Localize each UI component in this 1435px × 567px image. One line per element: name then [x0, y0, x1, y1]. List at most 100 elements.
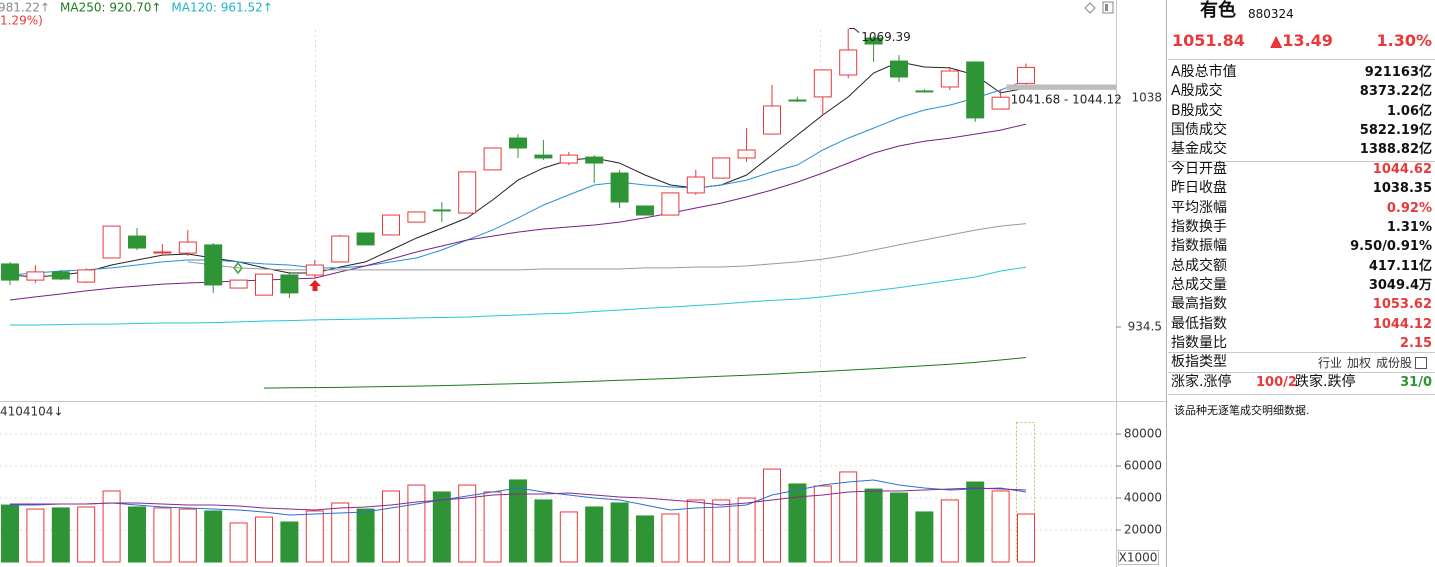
volume-bar: [407, 484, 426, 563]
volume-bar: [305, 510, 324, 563]
row-label: 指数换手: [1171, 218, 1227, 235]
diamond-icon[interactable]: [1084, 2, 1096, 14]
candle-body: [585, 156, 604, 164]
volume-bar: [153, 507, 172, 563]
candle-body: [559, 154, 578, 164]
row-value: 1044.62: [1372, 161, 1432, 177]
volume-bar: [788, 483, 807, 563]
sector-tag: 行业: [1318, 356, 1343, 370]
index-price: 1051.84: [1172, 31, 1245, 50]
candle-body: [432, 209, 451, 212]
ma-line: [187, 223, 1027, 271]
breadth-up-label: 涨家.涨停: [1171, 374, 1232, 390]
volume-bar: [204, 510, 223, 563]
row-value: 1.31%: [1386, 219, 1432, 235]
gap-band: [1006, 84, 1116, 90]
volume-bar: [991, 490, 1010, 563]
unit-label: X1000: [1119, 551, 1158, 565]
candle-body: [534, 154, 553, 159]
volume-bar: [839, 471, 858, 563]
candle-body: [940, 70, 959, 88]
y-tick-label: 1038: [1131, 91, 1162, 105]
row-label: 指数量比: [1171, 335, 1227, 352]
candle-body: [229, 279, 248, 289]
window-icon[interactable]: [1102, 1, 1114, 14]
candle-body: [686, 176, 705, 194]
candle-body: [813, 69, 832, 98]
volume-bar: [966, 481, 985, 563]
row-value: 417.11亿: [1368, 258, 1432, 274]
separator: [1168, 59, 1435, 60]
row-label: 今日开盘: [1171, 160, 1227, 177]
row-label: B股成交: [1171, 102, 1223, 119]
candle-body: [128, 235, 146, 249]
row-value: 9.50/0.91%: [1350, 239, 1432, 255]
sector-tag: 加权: [1347, 356, 1372, 370]
y-tick-label: 40000: [1124, 491, 1162, 505]
candle-body: [991, 96, 1010, 110]
breadth-up: 100/2: [1256, 375, 1297, 390]
candle-body: [1, 263, 19, 281]
row-label: 基金成交: [1171, 141, 1227, 158]
candle-body: [839, 49, 858, 76]
volume-bar: [26, 508, 45, 563]
trade-note: 该品种无逐笔成交明细数据.: [1174, 404, 1310, 417]
ma-line: [10, 266, 1027, 326]
breadth-down-label: 跌家.跌停: [1295, 374, 1356, 390]
row-value: 2.15: [1399, 336, 1432, 352]
separator: [1168, 161, 1435, 162]
unit-box: [1118, 550, 1159, 565]
volume-bar: [356, 508, 375, 563]
volume-bar: [940, 499, 959, 563]
row-value: 1053.62: [1372, 297, 1432, 313]
row-label: 指数振幅: [1171, 238, 1227, 255]
volume-bar: [509, 479, 527, 563]
volume-bar: [610, 502, 629, 563]
candle-body: [77, 269, 96, 283]
candle-body: [305, 264, 324, 276]
volume-ma-line: [10, 479, 1027, 516]
volume-bar: [229, 522, 248, 563]
row-value: 8373.22亿: [1359, 84, 1432, 100]
candle-body: [356, 232, 375, 246]
volume-ma-line: [10, 487, 1027, 511]
ma-label: MA250: 920.70↑: [60, 1, 161, 15]
candle-body: [509, 137, 527, 149]
y-tick-label: 60000: [1124, 459, 1162, 473]
candle-body: [178, 241, 197, 254]
volume-bar: [559, 511, 578, 563]
y-tick-label: 934.5: [1128, 319, 1162, 333]
row-value: 0.92%: [1386, 200, 1432, 216]
change-line: 1.29%): [0, 14, 43, 28]
row-label: 平均涨幅: [1171, 199, 1227, 216]
candle-body: [661, 192, 680, 216]
chart-area: X1000 4104104↓ 1.29%) 981.22↑ MA250: 920.…: [0, 0, 1167, 567]
candle-body: [483, 147, 502, 171]
tag-icon: [1415, 357, 1427, 369]
ma-label: 981.22↑: [0, 1, 50, 15]
volume-bar: [458, 484, 477, 563]
volume-bar: [686, 499, 705, 563]
candle-body: [458, 171, 477, 214]
candle-body: [864, 37, 883, 45]
candle-body: [26, 271, 45, 281]
candle-body: [153, 251, 172, 254]
high-pointer: [849, 28, 860, 33]
volume-bar: [585, 506, 604, 563]
sector-type-label: 板指类型: [1171, 354, 1227, 370]
volume-bar: [483, 491, 502, 563]
volume-bar: [737, 497, 756, 563]
row-label: 昨日收盘: [1171, 180, 1227, 197]
row-label: A股成交: [1171, 83, 1223, 100]
volume-bar: [661, 513, 680, 563]
window-icon-inner: [1105, 4, 1108, 11]
volume-bar: [382, 490, 400, 563]
volume-bar: [1017, 513, 1035, 563]
candle-body: [280, 274, 299, 294]
volume-bar: [813, 485, 832, 563]
row-label: 最高指数: [1171, 296, 1227, 313]
volume-bar: [890, 492, 908, 563]
volume-bar: [636, 515, 654, 563]
gap-label: 1041.68 - 1044.12: [1011, 92, 1122, 106]
breadth-down: 31/0: [1400, 375, 1432, 390]
